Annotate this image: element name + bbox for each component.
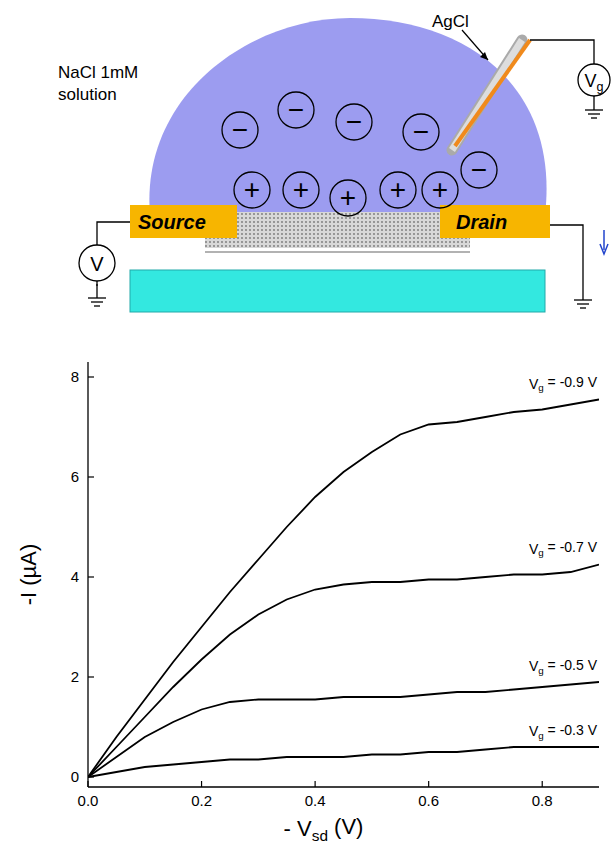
y-tick-label: 6 (71, 468, 79, 485)
y-axis-line (87, 362, 88, 787)
ground-lead (96, 284, 97, 298)
negative-ion: − (471, 154, 487, 185)
series-line (88, 682, 599, 777)
drain-wire (550, 225, 583, 286)
agcl-label: AgCl (432, 12, 469, 31)
series-line (88, 747, 599, 777)
positive-ion-circle (422, 172, 458, 208)
series-label: Vg = -0.7 V (529, 539, 598, 558)
x-tick (428, 781, 429, 787)
negative-ion-circle (461, 152, 497, 188)
x-axis-line (88, 786, 599, 787)
ground-bar (88, 297, 106, 298)
ground-bar (91, 301, 103, 302)
positive-ion: + (244, 174, 260, 205)
text-part: (V) (328, 814, 363, 839)
text-part: = -0.7 V (544, 539, 598, 555)
positive-ion-circle (234, 172, 270, 208)
x-tick (201, 781, 202, 787)
ground-bar (580, 307, 586, 308)
source-electrode (130, 205, 237, 238)
text-part: - V (284, 816, 312, 841)
source-label: Source (138, 211, 206, 233)
y-tick-label: 4 (71, 568, 79, 585)
negative-ion-circle (278, 92, 314, 128)
drain-label: Drain (456, 211, 507, 233)
negative-ion-circle (403, 114, 439, 150)
current-arrowhead (600, 244, 608, 254)
ground-bar (585, 109, 603, 110)
series-label: Vg = -0.9 V (529, 374, 598, 393)
ground-bar (591, 117, 597, 118)
x-tick-label: 0.4 (305, 792, 326, 809)
positive-ion: + (340, 182, 356, 213)
y-tick (88, 576, 94, 577)
gate-wire (530, 40, 594, 64)
ground-bar (574, 299, 592, 300)
text-part: = -0.5 V (544, 657, 598, 673)
y-tick (88, 676, 94, 677)
substrate (130, 270, 545, 312)
x-tick (542, 781, 543, 787)
y-axis-title: -I (µA) (16, 544, 41, 606)
y-tick-label: 8 (71, 368, 79, 385)
plot-lines (88, 400, 599, 778)
gate-meter-label: Vg (584, 71, 603, 94)
text-part: V (584, 71, 596, 91)
x-axis-title: - Vsd (V) (284, 814, 364, 844)
agcl-wire (455, 40, 530, 146)
ground-bar (94, 305, 100, 306)
y-tick-label: 0 (71, 768, 79, 785)
x-tick (87, 781, 88, 787)
text-part: = -0.9 V (544, 374, 598, 390)
device-diagram: SourceDrain−−−−−+++++AgClVgVNaCl 1mMsolu… (58, 12, 610, 312)
agcl-arrowhead (480, 52, 488, 60)
ground-lead (593, 96, 594, 110)
gate-meter (578, 64, 610, 96)
source-meter-label: V (90, 253, 104, 275)
negative-ion-circle (222, 112, 258, 148)
negative-ion: − (288, 94, 304, 125)
series-label: Vg = -0.5 V (529, 657, 598, 676)
ground-bar (577, 303, 589, 304)
negative-ion-circle (336, 104, 372, 140)
source-wire (97, 222, 130, 245)
series-label: Vg = -0.3 V (529, 722, 598, 741)
channel (205, 212, 470, 248)
negative-ion: − (346, 106, 362, 137)
channel-base (205, 251, 470, 253)
x-tick (315, 781, 316, 787)
y-tick (88, 476, 94, 477)
y-tick-label: 2 (71, 668, 79, 685)
positive-ion-circle (380, 172, 416, 208)
ground-lead (582, 286, 583, 300)
x-tick-label: 0.8 (532, 792, 553, 809)
positive-ion-circle (330, 180, 366, 216)
negative-ion: − (413, 116, 429, 147)
solution-drop (149, 18, 546, 215)
positive-ion: + (390, 174, 406, 205)
series-line (88, 565, 599, 778)
subscript: sd (312, 827, 328, 844)
figure: SourceDrain−−−−−+++++AgClVgVNaCl 1mMsolu… (0, 0, 616, 847)
x-tick-label: 0.6 (418, 792, 439, 809)
positive-ion: + (432, 174, 448, 205)
series-line (88, 400, 599, 778)
subscript: g (597, 80, 604, 94)
positive-ion-circle (283, 172, 319, 208)
text-part: = -0.3 V (544, 722, 598, 738)
drain-electrode (440, 205, 550, 238)
solution-label: NaCl 1mM (58, 63, 138, 82)
positive-ion: + (293, 174, 309, 205)
ground-bar (588, 113, 600, 114)
solution-label: solution (58, 85, 117, 104)
chart: 0.0 0.2 0.4 0.6 0.8 0 2 4 6 8 - Vsd (V) -I (µA) Vg =… (16, 362, 599, 844)
negative-ion: − (232, 114, 248, 145)
x-tick-label: 0.0 (78, 792, 99, 809)
source-meter (79, 245, 115, 281)
x-tick-label: 0.2 (191, 792, 212, 809)
current-arrow (603, 230, 605, 250)
y-tick (88, 376, 94, 377)
agcl-leader (462, 30, 488, 60)
